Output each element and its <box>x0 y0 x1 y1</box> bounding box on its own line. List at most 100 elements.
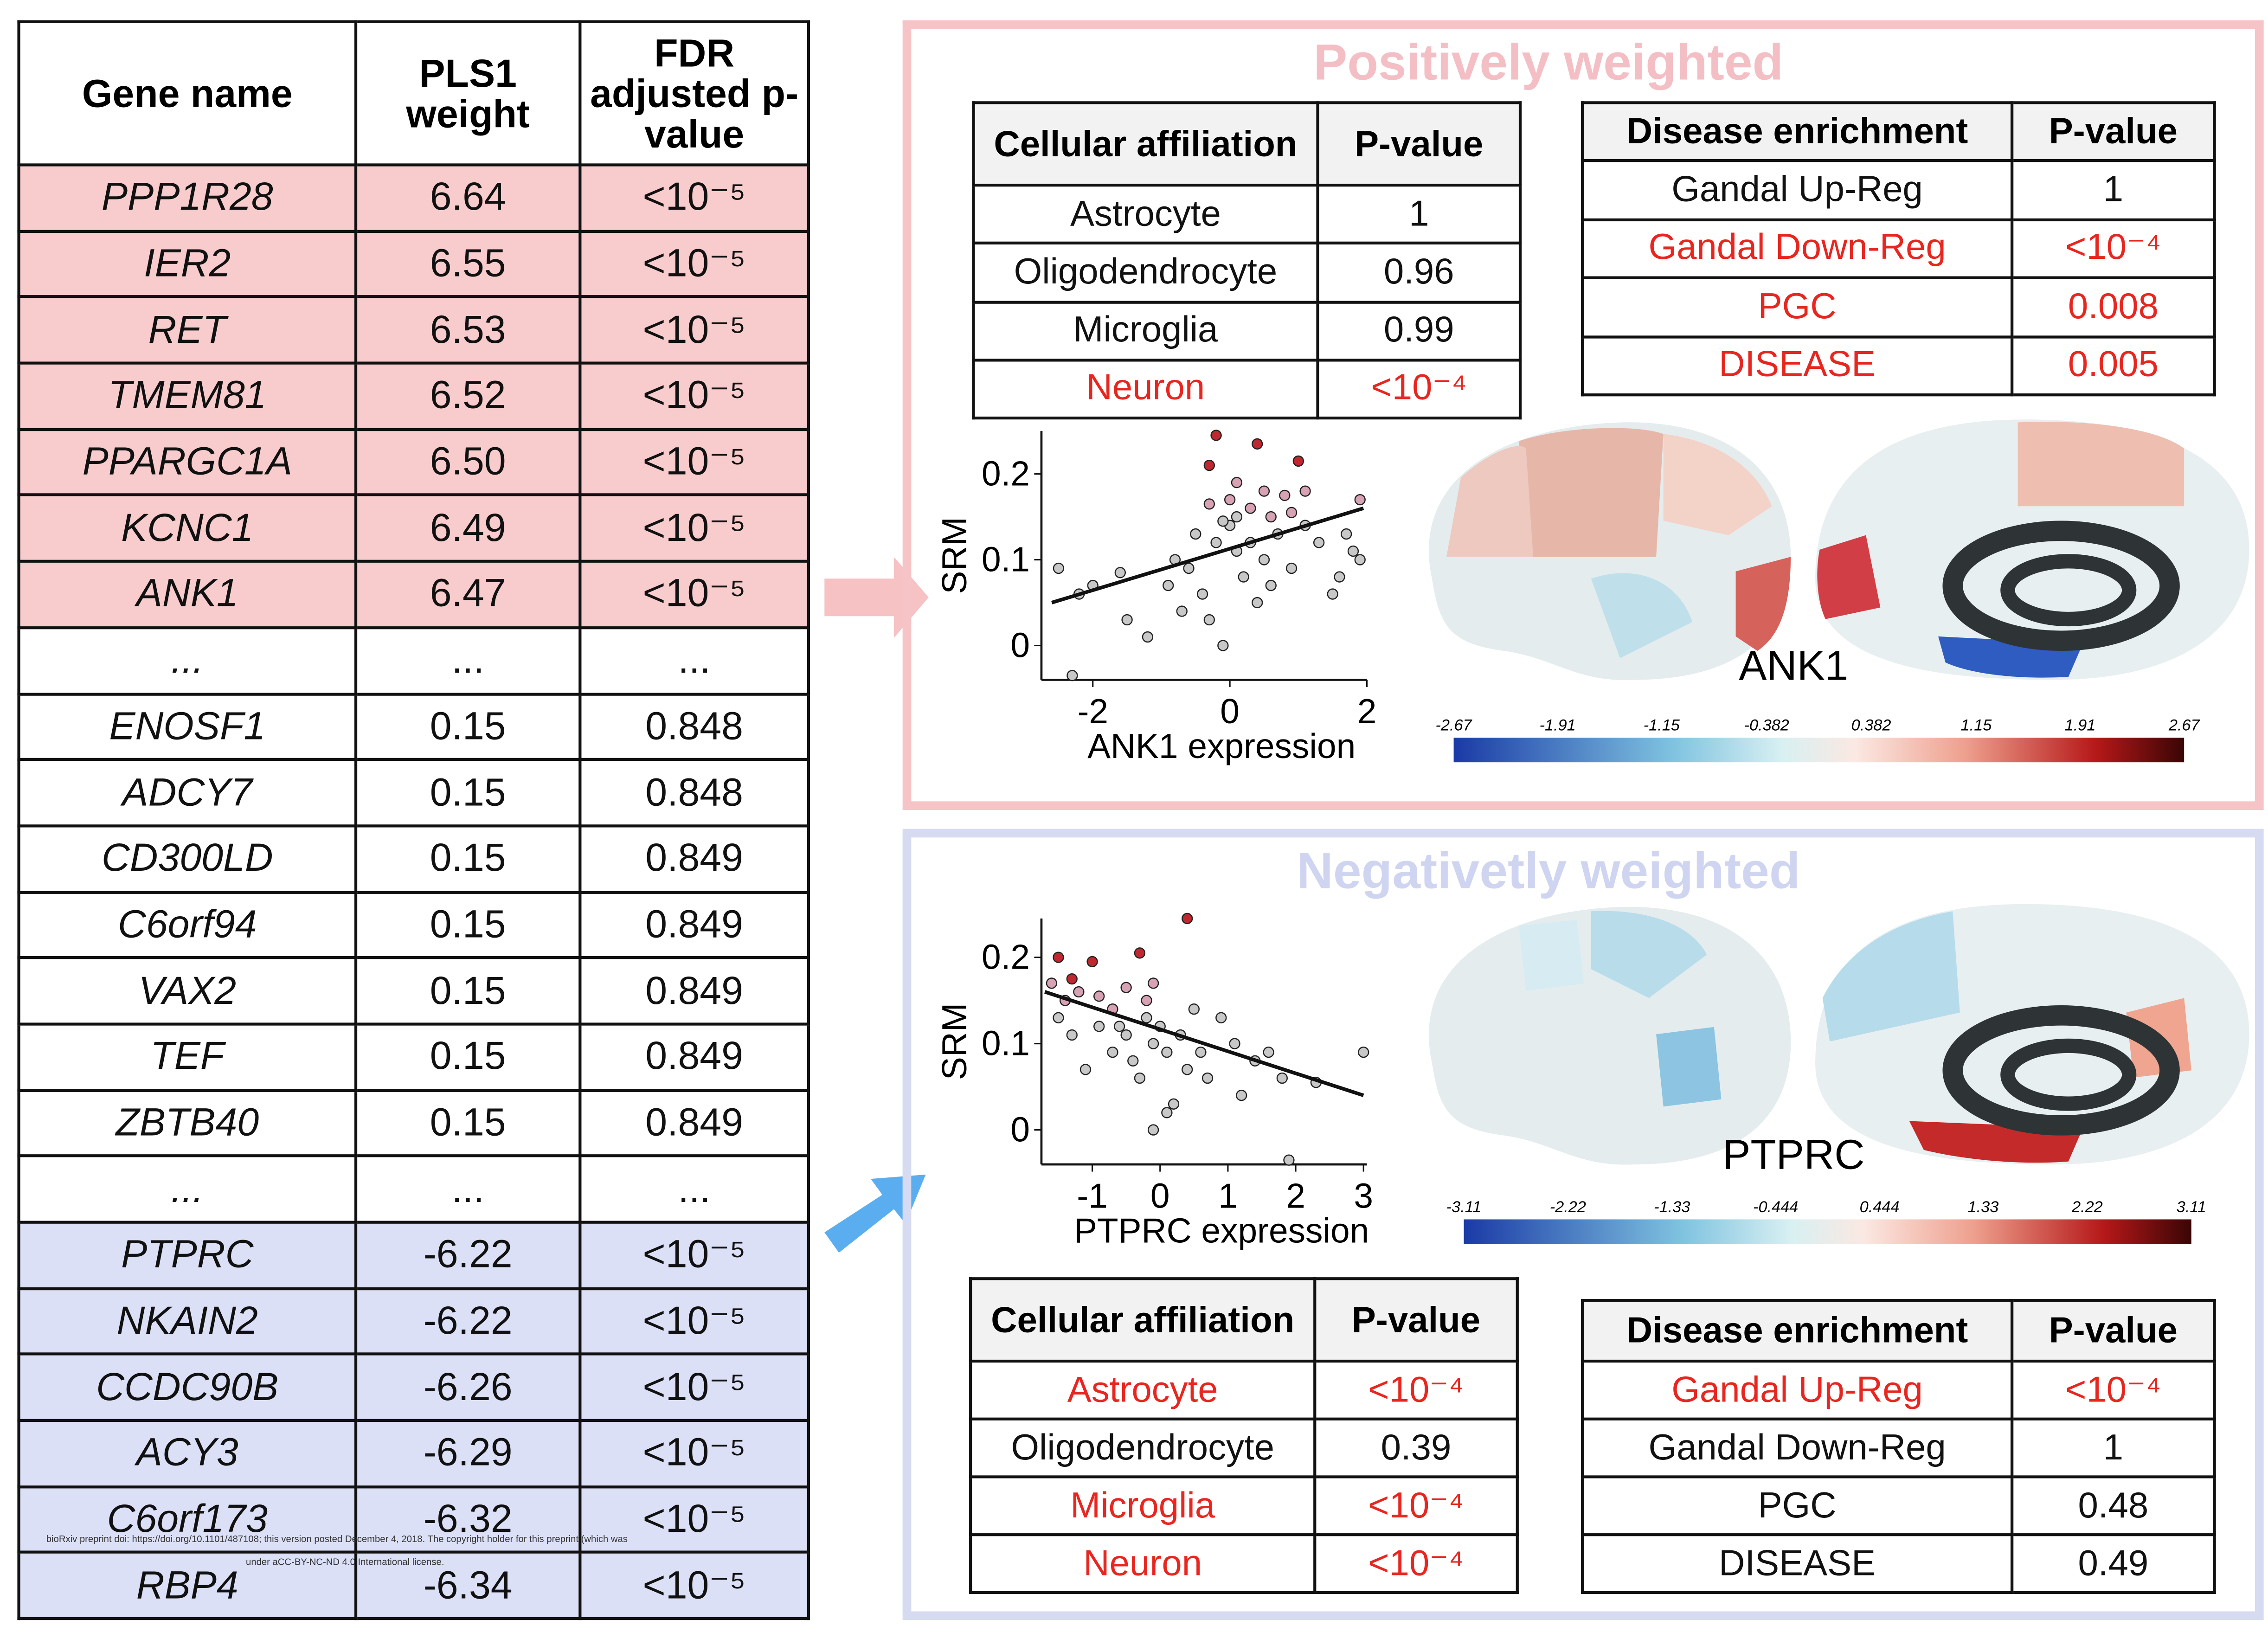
cell: Oligodendrocyte <box>973 244 1317 302</box>
cell: 0.008 <box>2012 278 2215 336</box>
row: PTPRC-6.22<10⁻⁵ <box>19 1222 809 1288</box>
cell: TMEM81 <box>19 363 356 429</box>
cell: 0.849 <box>580 1090 809 1156</box>
cell: CCDC90B <box>19 1355 356 1420</box>
row: ENOSF10.150.848 <box>19 694 809 759</box>
panel-title: Positively weighted <box>868 35 2229 93</box>
row: KCNC16.49<10⁻⁵ <box>19 495 809 561</box>
header-cell: P-value <box>1315 1279 1517 1361</box>
row: ADCY70.150.848 <box>19 760 809 826</box>
row: TMEM816.52<10⁻⁵ <box>19 363 809 429</box>
header-cell: P-value <box>2012 1300 2215 1361</box>
cell: 0.15 <box>356 694 580 759</box>
cell: Oligodendrocyte <box>970 1419 1315 1477</box>
cell: PPP1R28 <box>19 165 356 231</box>
row: ZBTB400.150.849 <box>19 1090 809 1156</box>
cell: <10⁻⁵ <box>580 231 809 297</box>
row: ......... <box>19 1156 809 1222</box>
cell: 0.848 <box>580 694 809 759</box>
row: Neuron<10⁻⁴ <box>970 1535 1517 1593</box>
cell: 1 <box>2012 1419 2215 1477</box>
cell: <10⁻⁴ <box>1317 360 1520 418</box>
cell: <10⁻⁴ <box>2012 1361 2215 1419</box>
cell: TEF <box>19 1024 356 1090</box>
cell: 0.39 <box>1315 1419 1517 1477</box>
row: Neuron<10⁻⁴ <box>973 360 1520 418</box>
cell: <10⁻⁵ <box>580 165 809 231</box>
cell: ... <box>356 1156 580 1222</box>
cell: 0.49 <box>2012 1535 2215 1593</box>
cell: ... <box>19 628 356 694</box>
cell: Astrocyte <box>970 1361 1315 1419</box>
cell: 1 <box>2012 161 2215 219</box>
cell: PPARGC1A <box>19 429 356 495</box>
cell: ... <box>580 1156 809 1222</box>
cell: <10⁻⁴ <box>1315 1477 1517 1535</box>
cell: Gandal Down-Reg <box>1582 1419 2012 1477</box>
preprint-note: bioRxiv preprint doi: https://doi.org/10… <box>46 1535 628 1545</box>
cell: <10⁻⁵ <box>580 429 809 495</box>
cell: 0.849 <box>580 1024 809 1090</box>
cell: ... <box>19 1156 356 1222</box>
row: PPP1R286.64<10⁻⁵ <box>19 165 809 231</box>
cell: 6.47 <box>356 561 580 627</box>
cell: 0.005 <box>2012 336 2215 395</box>
table: Gene namePLS1 weightFDR adjusted p-value… <box>17 20 810 1620</box>
row: Oligodendrocyte0.39 <box>970 1419 1517 1477</box>
row: ANK16.47<10⁻⁵ <box>19 561 809 627</box>
cell: ... <box>580 628 809 694</box>
page: {"gene_table":{"header":["Gene name","PL… <box>0 0 2268 1626</box>
table: Cellular affiliationP-valueAstrocyte1Oli… <box>972 101 1522 419</box>
row: CD300LD0.150.849 <box>19 826 809 892</box>
cell: ADCY7 <box>19 760 356 826</box>
cell: Microglia <box>970 1477 1315 1535</box>
cell: -6.29 <box>356 1420 580 1486</box>
cell: Neuron <box>970 1535 1315 1593</box>
header-cell: P-value <box>2012 103 2215 161</box>
row: DISEASE0.005 <box>1582 336 2215 395</box>
cell: 0.15 <box>356 1024 580 1090</box>
cell: 6.64 <box>356 165 580 231</box>
row: VAX20.150.849 <box>19 958 809 1024</box>
cell: RET <box>19 297 356 363</box>
row: Astrocyte1 <box>973 185 1520 243</box>
row: CCDC90B-6.26<10⁻⁵ <box>19 1355 809 1420</box>
row: Microglia<10⁻⁴ <box>970 1477 1517 1535</box>
panel-title: Negativetly weighted <box>868 843 2229 901</box>
cell: <10⁻⁵ <box>580 297 809 363</box>
table: Disease enrichmentP-valueGandal Up-Reg1G… <box>1581 101 2216 396</box>
header-row: Disease enrichmentP-value <box>1582 1300 2215 1361</box>
header-cell: Disease enrichment <box>1582 103 2012 161</box>
cell: IER2 <box>19 231 356 297</box>
header-cell: Cellular affiliation <box>973 103 1317 185</box>
cell: DISEASE <box>1582 336 2012 395</box>
cell: 0.99 <box>1317 302 1520 360</box>
cell: ... <box>356 628 580 694</box>
cell: <10⁻⁵ <box>580 1222 809 1288</box>
cell: <10⁻⁴ <box>1315 1535 1517 1593</box>
cell: Astrocyte <box>973 185 1317 243</box>
header-cell: Cellular affiliation <box>970 1279 1315 1361</box>
cell: <10⁻⁵ <box>580 1420 809 1486</box>
cell: <10⁻⁵ <box>580 1288 809 1354</box>
cell: <10⁻⁵ <box>580 363 809 429</box>
row: Gandal Up-Reg1 <box>1582 161 2215 219</box>
cell: Gandal Down-Reg <box>1582 219 2012 277</box>
row: Microglia0.99 <box>973 302 1520 360</box>
row: PPARGC1A6.50<10⁻⁵ <box>19 429 809 495</box>
cell: 6.55 <box>356 231 580 297</box>
header-cell: Disease enrichment <box>1582 1300 2012 1361</box>
cell: 1 <box>1317 185 1520 243</box>
cell: -6.26 <box>356 1355 580 1420</box>
cell: 6.53 <box>356 297 580 363</box>
row: ......... <box>19 628 809 694</box>
cell: <10⁻⁴ <box>1315 1361 1517 1419</box>
cell: Gandal Up-Reg <box>1582 1361 2012 1419</box>
